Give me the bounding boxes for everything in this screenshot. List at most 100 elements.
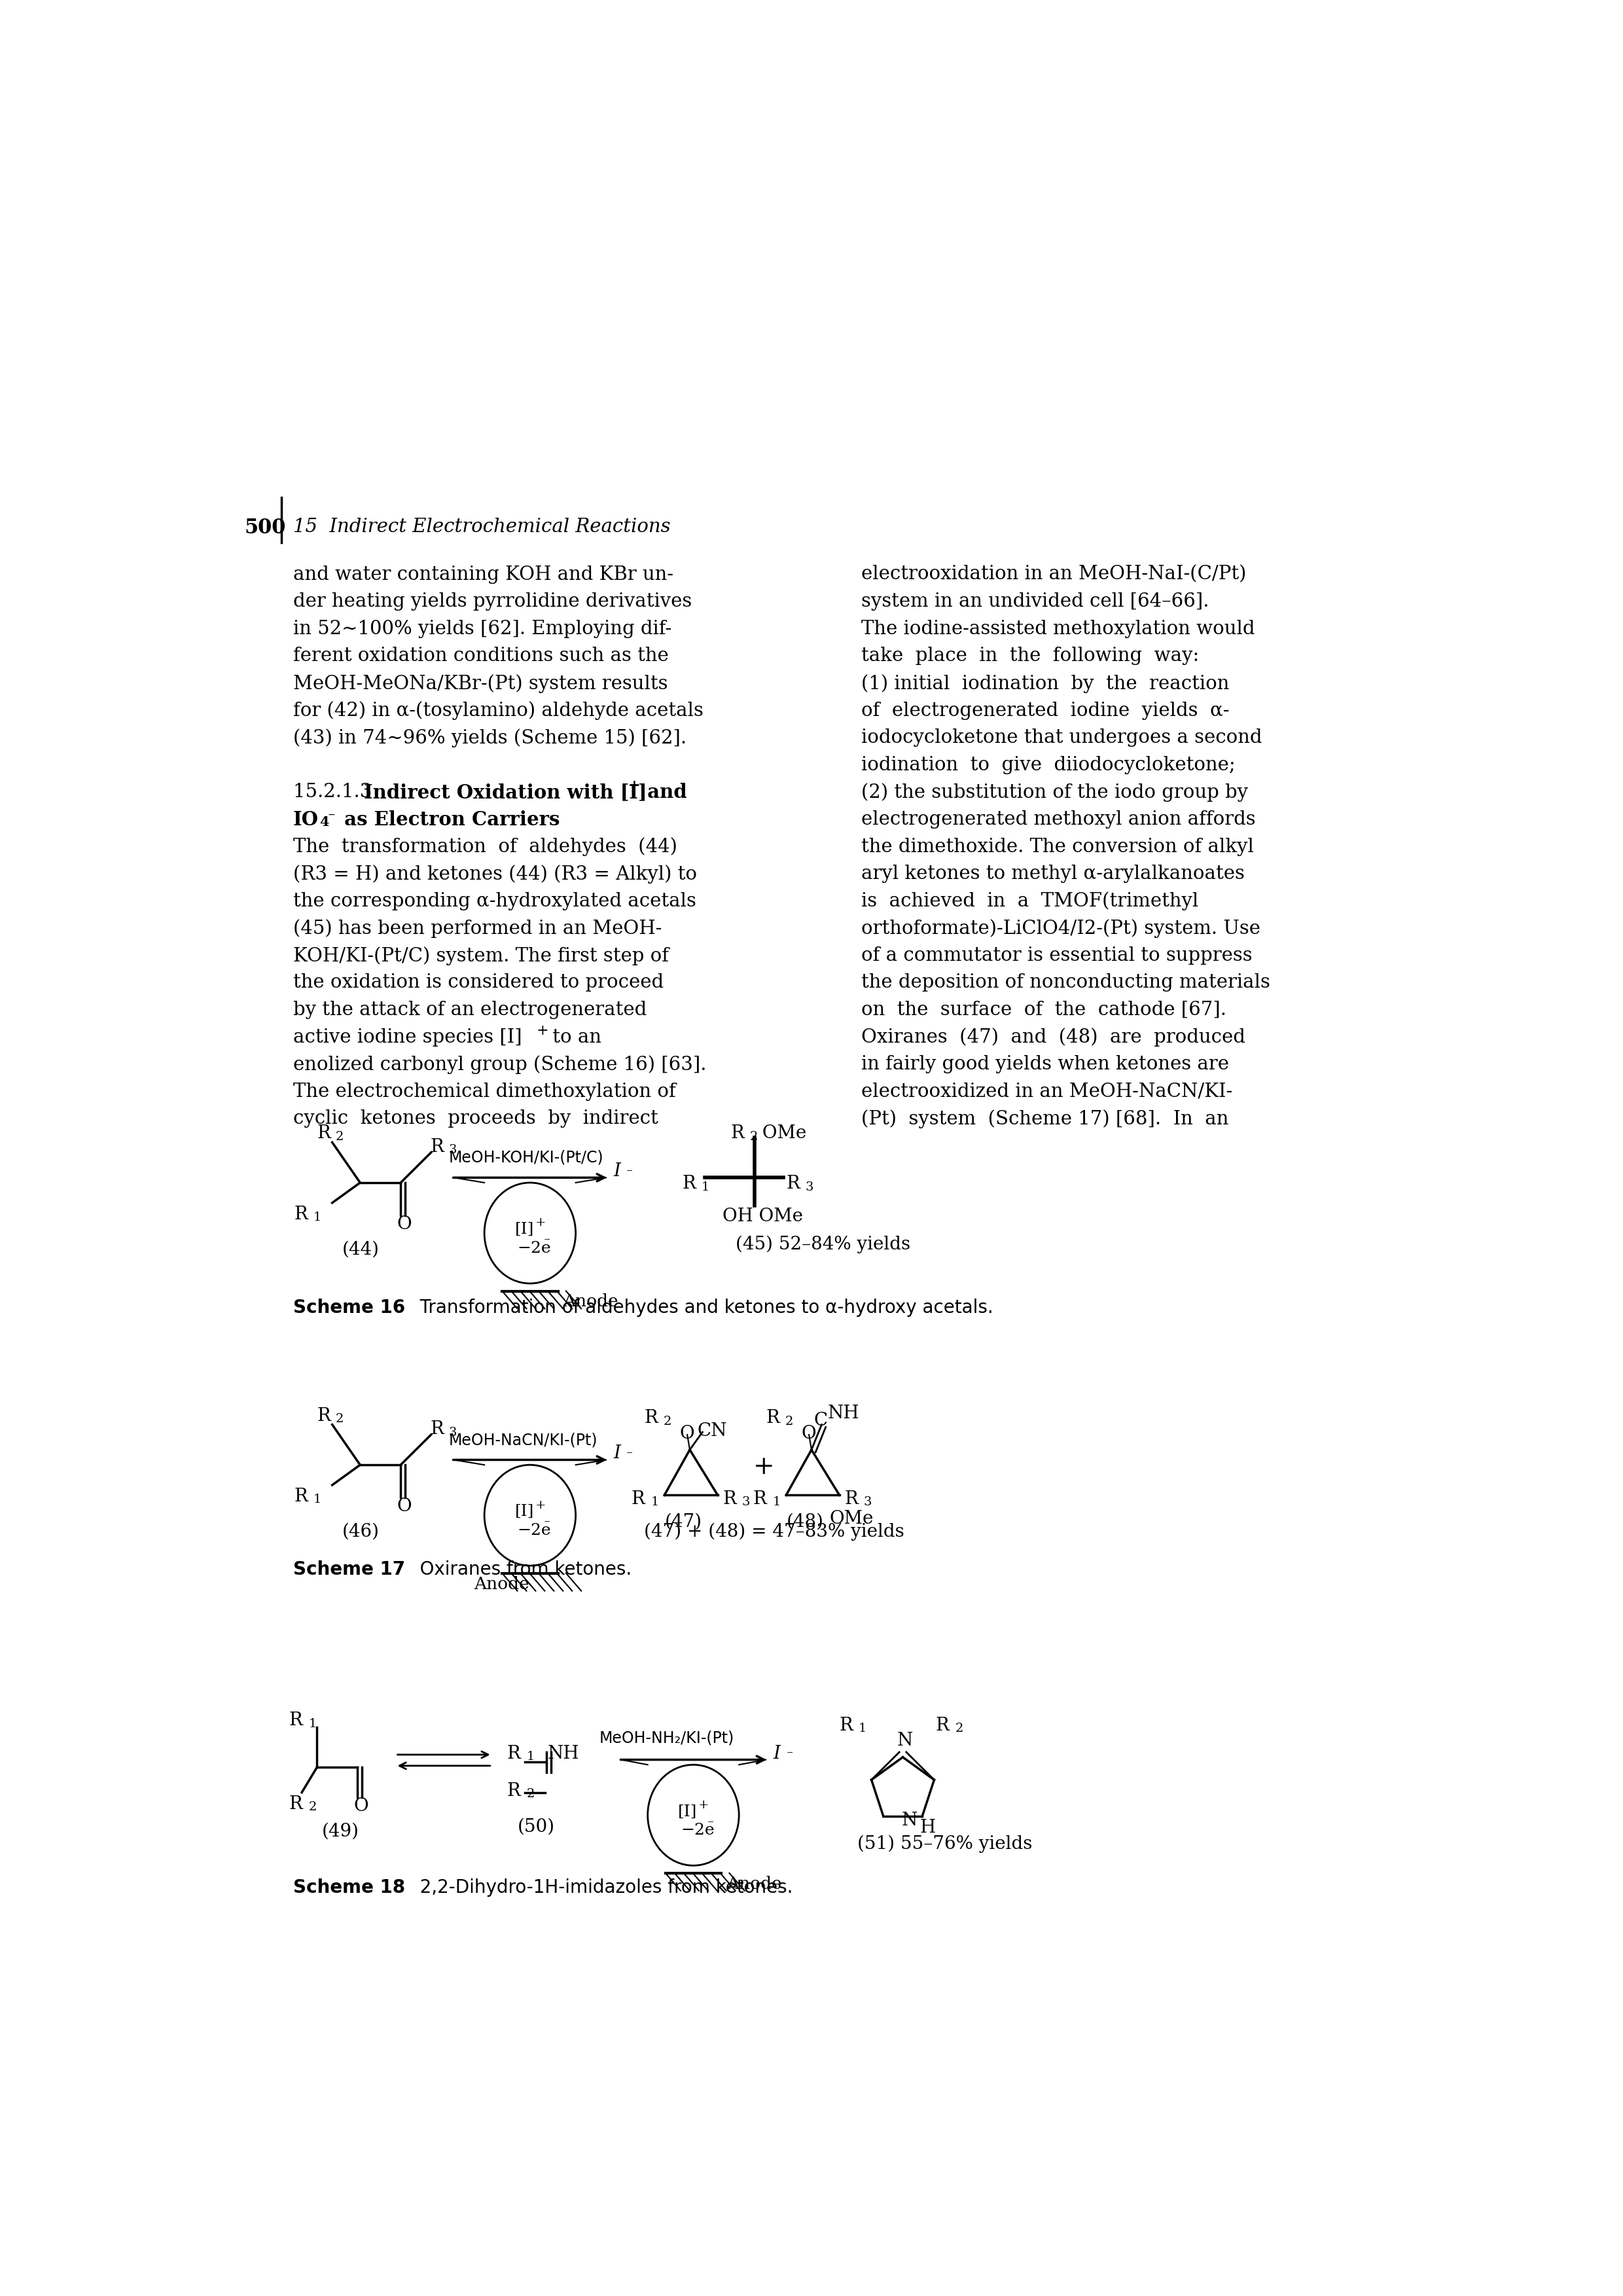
Text: 15  Indirect Electrochemical Reactions: 15 Indirect Electrochemical Reactions: [294, 517, 670, 535]
Text: Scheme 18: Scheme 18: [294, 1878, 406, 1896]
Text: R: R: [430, 1139, 443, 1155]
Text: R: R: [936, 1717, 949, 1733]
Text: Anode: Anode: [474, 1575, 529, 1591]
Text: Oxiranes  (47)  and  (48)  are  produced: Oxiranes (47) and (48) are produced: [862, 1029, 1245, 1047]
Text: KOH/KI-(Pt/C) system. The first step of: KOH/KI-(Pt/C) system. The first step of: [294, 946, 669, 964]
Text: R: R: [753, 1490, 766, 1508]
Text: MeOH-NaCN/KI-(Pt): MeOH-NaCN/KI-(Pt): [450, 1433, 597, 1449]
Text: Indirect Oxidation with [I]: Indirect Oxidation with [I]: [364, 783, 648, 801]
Text: I: I: [774, 1745, 781, 1763]
Text: (Pt)  system  (Scheme 17) [68].  In  an: (Pt) system (Scheme 17) [68]. In an: [862, 1109, 1229, 1127]
Text: R: R: [316, 1125, 331, 1143]
Text: 3: 3: [805, 1180, 813, 1194]
Text: 1: 1: [308, 1717, 316, 1729]
Text: by the attack of an electrogenerated: by the attack of an electrogenerated: [294, 1001, 646, 1019]
Text: Scheme 16: Scheme 16: [294, 1300, 406, 1318]
Text: ⁻: ⁻: [544, 1238, 550, 1249]
Text: and water containing KOH and KBr un-: and water containing KOH and KBr un-: [294, 565, 674, 583]
Text: +: +: [628, 778, 639, 794]
Text: The iodine-assisted methoxylation would: The iodine-assisted methoxylation would: [862, 620, 1255, 638]
Text: electrooxidized in an MeOH-NaCN/KI-: electrooxidized in an MeOH-NaCN/KI-: [862, 1081, 1232, 1100]
Text: NH: NH: [828, 1405, 860, 1421]
Text: 3: 3: [742, 1497, 750, 1508]
Text: R: R: [766, 1410, 779, 1428]
Text: on  the  surface  of  the  cathode [67].: on the surface of the cathode [67].: [862, 1001, 1227, 1019]
Text: (49): (49): [321, 1823, 359, 1841]
Text: R: R: [289, 1713, 304, 1729]
Text: NH: NH: [549, 1745, 579, 1763]
Text: O: O: [680, 1424, 695, 1442]
Text: electrogenerated methoxyl anion affords: electrogenerated methoxyl anion affords: [862, 810, 1256, 829]
Text: C: C: [815, 1412, 828, 1430]
Text: (1) initial  iodination  by  the  reaction: (1) initial iodination by the reaction: [862, 675, 1229, 693]
Text: the corresponding α-hydroxylated acetals: the corresponding α-hydroxylated acetals: [294, 891, 696, 909]
Text: (43) in 74∼96% yields (Scheme 15) [62].: (43) in 74∼96% yields (Scheme 15) [62].: [294, 728, 687, 748]
Text: enolized carbonyl group (Scheme 16) [63].: enolized carbonyl group (Scheme 16) [63]…: [294, 1056, 706, 1075]
Text: R: R: [730, 1125, 743, 1143]
Text: Anode: Anode: [563, 1293, 618, 1311]
Text: O: O: [802, 1424, 816, 1442]
Text: I: I: [613, 1162, 622, 1180]
Text: 15.2.1.3: 15.2.1.3: [294, 783, 385, 801]
Text: 2: 2: [664, 1417, 672, 1428]
Text: 2: 2: [954, 1722, 962, 1736]
Text: ⁻: ⁻: [626, 1449, 633, 1463]
Text: as Electron Carriers: as Electron Carriers: [338, 810, 560, 829]
Text: 2: 2: [336, 1412, 344, 1426]
Text: I: I: [613, 1444, 622, 1463]
Text: of  electrogenerated  iodine  yields  α-: of electrogenerated iodine yields α-: [862, 700, 1229, 719]
Text: R: R: [506, 1782, 521, 1800]
Text: MeOH-NH₂/KI-(Pt): MeOH-NH₂/KI-(Pt): [599, 1731, 735, 1747]
Text: 1: 1: [701, 1180, 709, 1194]
Text: ⁻: ⁻: [626, 1169, 633, 1180]
Text: 3: 3: [863, 1497, 872, 1508]
Text: (44): (44): [342, 1240, 380, 1258]
Text: −2e: −2e: [518, 1522, 552, 1538]
Text: cyclic  ketones  proceeds  by  indirect: cyclic ketones proceeds by indirect: [294, 1109, 659, 1127]
Text: Anode: Anode: [727, 1876, 782, 1892]
Text: −2e: −2e: [680, 1823, 714, 1837]
Text: the dimethoxide. The conversion of alkyl: the dimethoxide. The conversion of alkyl: [862, 838, 1255, 856]
Text: (45) has been performed in an MeOH-: (45) has been performed in an MeOH-: [294, 918, 662, 939]
Text: electrooxidation in an MeOH-NaI-(C/Pt): electrooxidation in an MeOH-NaI-(C/Pt): [862, 565, 1246, 583]
Text: OMe: OMe: [829, 1511, 873, 1527]
Text: The  transformation  of  aldehydes  (44): The transformation of aldehydes (44): [294, 838, 677, 856]
Text: 2: 2: [526, 1789, 534, 1800]
Text: 4: 4: [320, 815, 329, 829]
Text: R: R: [294, 1205, 308, 1224]
Text: ⁻: ⁻: [786, 1750, 794, 1761]
Text: 1: 1: [859, 1722, 867, 1736]
Text: R: R: [722, 1490, 737, 1508]
Text: R: R: [289, 1795, 304, 1812]
Text: [I]: [I]: [514, 1504, 534, 1520]
Text: [I]: [I]: [514, 1221, 534, 1238]
Text: +: +: [537, 1024, 549, 1038]
Text: to an: to an: [547, 1029, 602, 1047]
Text: the deposition of nonconducting materials: the deposition of nonconducting material…: [862, 974, 1271, 992]
Text: (46): (46): [342, 1522, 380, 1541]
Text: R: R: [786, 1176, 800, 1194]
Text: R: R: [316, 1407, 331, 1424]
Text: 3: 3: [450, 1143, 458, 1157]
Text: +: +: [536, 1217, 545, 1228]
Text: 2: 2: [750, 1130, 758, 1143]
Text: +: +: [753, 1456, 774, 1479]
Text: and: and: [641, 783, 687, 801]
Text: active iodine species [I]: active iodine species [I]: [294, 1029, 523, 1047]
Text: R: R: [430, 1421, 443, 1437]
Text: (51) 55–76% yields: (51) 55–76% yields: [857, 1835, 1032, 1853]
Text: the oxidation is considered to proceed: the oxidation is considered to proceed: [294, 974, 664, 992]
Text: (47) + (48) = 47–83% yields: (47) + (48) = 47–83% yields: [644, 1522, 904, 1541]
Text: +: +: [698, 1800, 709, 1812]
Text: [I]: [I]: [678, 1805, 698, 1818]
Text: H: H: [920, 1818, 935, 1837]
Text: in fairly good yields when ketones are: in fairly good yields when ketones are: [862, 1056, 1229, 1075]
Text: ⁻: ⁻: [708, 1818, 714, 1830]
Text: (48): (48): [786, 1513, 823, 1531]
Text: system in an undivided cell [64–66].: system in an undivided cell [64–66].: [862, 592, 1209, 611]
Text: +: +: [536, 1499, 545, 1511]
Text: (47): (47): [664, 1513, 701, 1531]
Text: Oxiranes from ketones.: Oxiranes from ketones.: [403, 1561, 631, 1580]
Text: N: N: [896, 1731, 912, 1750]
Text: iodination  to  give  diiodocycloketone;: iodination to give diiodocycloketone;: [862, 755, 1235, 774]
